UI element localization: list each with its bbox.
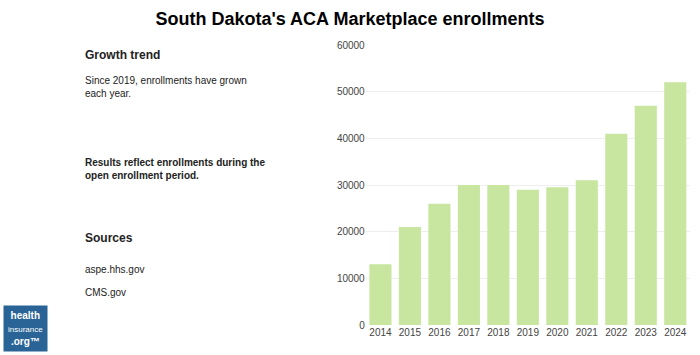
svg-text:50000: 50000 bbox=[337, 86, 365, 97]
svg-text:CMS.gov: CMS.gov bbox=[85, 287, 126, 298]
svg-text:60000: 60000 bbox=[337, 40, 365, 51]
svg-text:Results reflect enrollments du: Results reflect enrollments during theop… bbox=[85, 157, 265, 181]
svg-text:2019: 2019 bbox=[517, 327, 540, 338]
svg-text:2015: 2015 bbox=[399, 327, 422, 338]
svg-text:2022: 2022 bbox=[605, 327, 628, 338]
svg-text:aspe.hhs.gov: aspe.hhs.gov bbox=[85, 264, 145, 275]
svg-text:healthinsurance.org™: healthinsurance.org™ bbox=[8, 310, 43, 347]
svg-text:2018: 2018 bbox=[487, 327, 510, 338]
svg-text:30000: 30000 bbox=[337, 180, 365, 191]
svg-text:2014: 2014 bbox=[369, 327, 392, 338]
svg-text:Growth trend: Growth trend bbox=[85, 48, 160, 62]
svg-text:2020: 2020 bbox=[546, 327, 569, 338]
svg-text:South Dakota's ACA Marketplace: South Dakota's ACA Marketplace enrollmen… bbox=[155, 9, 544, 29]
svg-text:Sources: Sources bbox=[85, 231, 133, 245]
svg-text:2024: 2024 bbox=[664, 327, 687, 338]
svg-text:40000: 40000 bbox=[337, 133, 365, 144]
svg-text:2016: 2016 bbox=[428, 327, 451, 338]
svg-text:20000: 20000 bbox=[337, 226, 365, 237]
svg-text:Since 2019, enrollments have g: Since 2019, enrollments have growneach y… bbox=[85, 75, 247, 99]
svg-text:2021: 2021 bbox=[576, 327, 599, 338]
svg-text:0: 0 bbox=[359, 320, 365, 331]
svg-text:2023: 2023 bbox=[635, 327, 658, 338]
svg-text:2017: 2017 bbox=[458, 327, 481, 338]
svg-text:10000: 10000 bbox=[337, 273, 365, 284]
